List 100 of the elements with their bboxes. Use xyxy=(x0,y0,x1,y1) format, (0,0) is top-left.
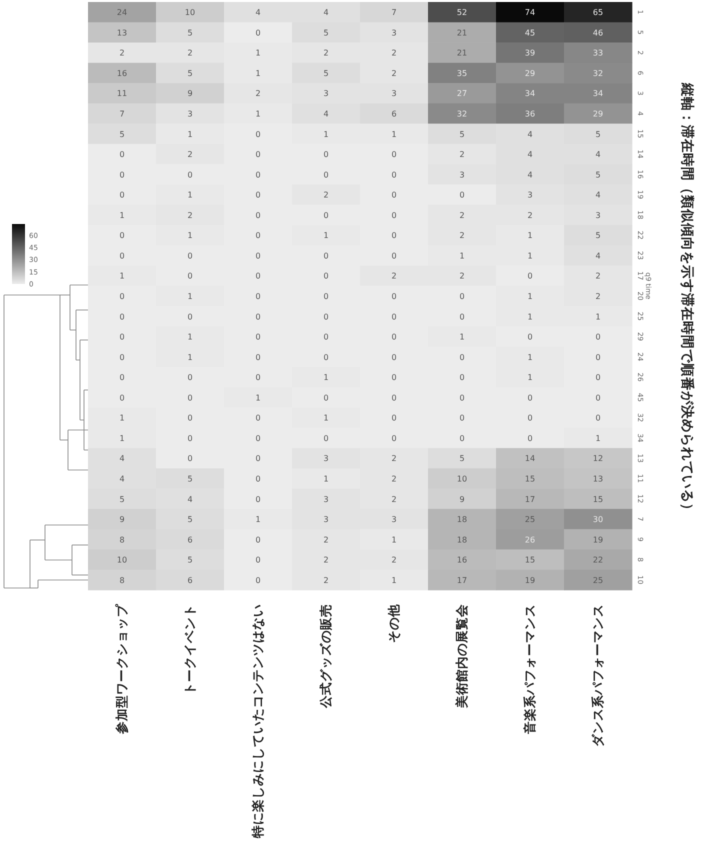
data-label: 32 xyxy=(456,110,468,119)
data-label: 24 xyxy=(116,8,128,18)
x-tick-label: トークイベント xyxy=(182,604,197,695)
data-label: 0 xyxy=(119,393,125,402)
data-label: 52 xyxy=(456,8,468,18)
data-label: 0 xyxy=(255,231,261,240)
data-label: 10 xyxy=(456,474,468,484)
data-label: 32 xyxy=(592,68,604,78)
data-label: 0 xyxy=(595,373,601,382)
data-label: 25 xyxy=(592,576,604,585)
data-label: 2 xyxy=(595,292,601,301)
data-label: 5 xyxy=(187,515,193,524)
data-label: 5 xyxy=(595,231,601,240)
data-label: 3 xyxy=(323,454,329,464)
data-label: 0 xyxy=(255,210,261,220)
data-label: 0 xyxy=(119,190,125,200)
data-label: 5 xyxy=(323,28,329,38)
data-label: 1 xyxy=(595,312,601,322)
data-label: 3 xyxy=(391,89,397,98)
data-label: 1 xyxy=(527,373,533,382)
data-label: 1 xyxy=(527,251,533,260)
data-label: 2 xyxy=(323,556,329,565)
data-label: 0 xyxy=(323,170,329,180)
data-label: 9 xyxy=(187,89,193,98)
data-label: 0 xyxy=(391,312,397,322)
x-tick-label: 美術館内の展覧会 xyxy=(454,603,469,709)
data-label: 3 xyxy=(323,515,329,524)
data-label: 1 xyxy=(459,332,465,342)
data-label: 4 xyxy=(595,190,601,200)
data-label: 5 xyxy=(595,130,601,139)
data-label: 1 xyxy=(323,414,329,423)
data-label: 1 xyxy=(187,332,193,342)
data-label: 2 xyxy=(391,272,397,281)
data-label: 0 xyxy=(187,272,193,281)
data-label: 0 xyxy=(119,170,125,180)
data-label: 16 xyxy=(116,68,128,78)
data-label: 74 xyxy=(524,8,536,18)
data-label: 0 xyxy=(391,231,397,240)
data-label: 1 xyxy=(323,373,329,382)
data-label: 3 xyxy=(323,89,329,98)
data-label: 1 xyxy=(119,434,125,443)
data-label: 5 xyxy=(187,28,193,38)
data-label: 0 xyxy=(595,352,601,362)
data-label: 0 xyxy=(323,210,329,220)
data-label: 0 xyxy=(391,150,397,160)
data-label: 1 xyxy=(391,130,397,139)
data-label: 4 xyxy=(119,454,125,464)
data-label: 1 xyxy=(527,352,533,362)
data-label: 5 xyxy=(119,130,125,139)
data-label: 1 xyxy=(119,414,125,423)
data-label: 0 xyxy=(187,434,193,443)
data-label: 2 xyxy=(391,474,397,484)
data-label: 3 xyxy=(459,170,465,180)
data-label: 1 xyxy=(255,68,261,78)
data-label: 1 xyxy=(187,190,193,200)
data-label: 0 xyxy=(255,28,261,38)
x-tick-label: ダンス系パフォーマンス xyxy=(590,604,605,747)
data-label: 0 xyxy=(255,272,261,281)
data-label: 0 xyxy=(255,454,261,464)
data-label: 17 xyxy=(456,576,468,585)
data-label: 1 xyxy=(391,535,397,544)
data-label: 0 xyxy=(527,414,533,423)
data-label: 19 xyxy=(524,576,536,585)
data-label: 0 xyxy=(119,332,125,342)
data-label: 6 xyxy=(187,576,193,585)
data-label: 0 xyxy=(255,292,261,301)
data-label: 2 xyxy=(323,576,329,585)
data-label: 0 xyxy=(323,251,329,260)
data-label: 3 xyxy=(391,28,397,38)
data-label: 0 xyxy=(391,352,397,362)
data-label: 5 xyxy=(187,68,193,78)
data-label: 5 xyxy=(595,170,601,180)
data-label: 19 xyxy=(592,535,604,544)
data-label: 0 xyxy=(119,373,125,382)
data-label: 4 xyxy=(323,110,329,119)
data-label: 2 xyxy=(255,89,261,98)
data-label: 46 xyxy=(592,28,604,38)
data-label: 0 xyxy=(255,150,261,160)
data-label: 0 xyxy=(595,332,601,342)
data-label: 0 xyxy=(391,393,397,402)
data-label: 5 xyxy=(119,494,125,504)
data-label: 1 xyxy=(255,515,261,524)
data-label: 0 xyxy=(595,393,601,402)
data-label: 0 xyxy=(255,434,261,443)
data-label: 1 xyxy=(187,130,193,139)
data-label: 0 xyxy=(255,312,261,322)
text: 縦軸：滞在時間（類似傾向を示す滞在時間で順番が決められている） xyxy=(679,82,695,517)
data-label: 12 xyxy=(592,454,604,464)
data-label: 22 xyxy=(592,556,604,565)
data-label: 2 xyxy=(391,494,397,504)
data-label: 3 xyxy=(323,494,329,504)
data-label: 4 xyxy=(255,8,261,18)
data-label: 8 xyxy=(119,576,125,585)
data-label: 1 xyxy=(527,292,533,301)
data-label: 2 xyxy=(323,190,329,200)
data-label: 29 xyxy=(592,110,604,119)
data-label: 0 xyxy=(391,373,397,382)
data-label: 11 xyxy=(116,89,128,98)
data-label: 2 xyxy=(459,231,465,240)
data-label: 0 xyxy=(255,352,261,362)
